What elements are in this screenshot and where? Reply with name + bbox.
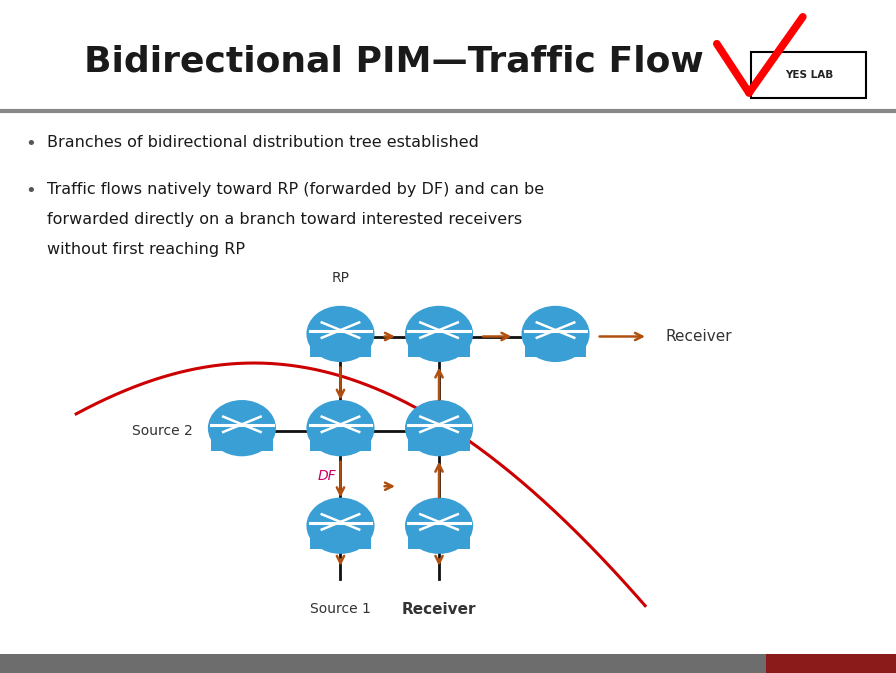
FancyBboxPatch shape bbox=[525, 343, 586, 357]
FancyBboxPatch shape bbox=[310, 437, 371, 451]
FancyBboxPatch shape bbox=[409, 534, 470, 548]
FancyBboxPatch shape bbox=[211, 437, 272, 451]
FancyBboxPatch shape bbox=[409, 437, 470, 451]
Ellipse shape bbox=[521, 306, 590, 362]
Ellipse shape bbox=[306, 400, 375, 456]
FancyBboxPatch shape bbox=[409, 343, 470, 357]
Text: forwarded directly on a branch toward interested receivers: forwarded directly on a branch toward in… bbox=[47, 212, 522, 227]
Text: YES LAB: YES LAB bbox=[785, 70, 833, 79]
Ellipse shape bbox=[306, 306, 375, 362]
Ellipse shape bbox=[405, 306, 473, 362]
Text: without first reaching RP: without first reaching RP bbox=[47, 242, 246, 257]
Text: •: • bbox=[25, 135, 36, 153]
Bar bbox=[751, 52, 866, 98]
Text: Source 2: Source 2 bbox=[132, 424, 193, 437]
Text: DF: DF bbox=[317, 469, 336, 483]
Text: •: • bbox=[25, 182, 36, 200]
FancyBboxPatch shape bbox=[310, 343, 371, 357]
Ellipse shape bbox=[405, 497, 473, 554]
Text: Traffic flows natively toward RP (forwarded by DF) and can be: Traffic flows natively toward RP (forwar… bbox=[47, 182, 545, 197]
Ellipse shape bbox=[405, 400, 473, 456]
Text: Receiver: Receiver bbox=[401, 602, 477, 616]
Text: Source 1: Source 1 bbox=[310, 602, 371, 616]
Text: Bidirectional PIM—Traffic Flow: Bidirectional PIM—Traffic Flow bbox=[84, 45, 704, 79]
Bar bbox=[766, 654, 896, 673]
Ellipse shape bbox=[208, 400, 276, 456]
Text: Branches of bidirectional distribution tree established: Branches of bidirectional distribution t… bbox=[47, 135, 479, 149]
Text: Receiver: Receiver bbox=[666, 329, 732, 344]
Ellipse shape bbox=[306, 497, 375, 554]
Text: RP: RP bbox=[332, 271, 349, 285]
Bar bbox=[0, 654, 766, 673]
FancyBboxPatch shape bbox=[310, 534, 371, 548]
